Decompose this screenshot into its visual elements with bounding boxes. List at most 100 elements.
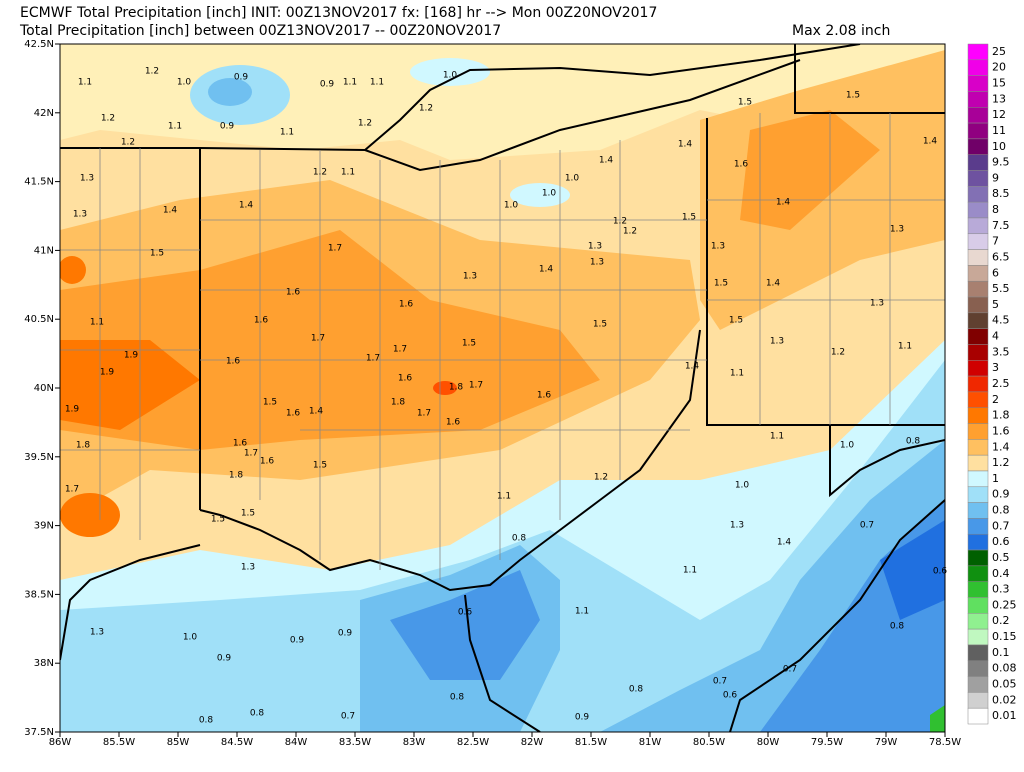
contour-label: 0.9 bbox=[217, 654, 232, 664]
lat-label: 41N bbox=[34, 245, 54, 256]
contour-label: 1.8 bbox=[449, 383, 464, 393]
lon-label: 81.5W bbox=[575, 737, 607, 748]
contour-label: 1.1 bbox=[898, 342, 912, 352]
colorbar-swatch bbox=[967, 43, 989, 61]
colorbar-swatch bbox=[967, 407, 989, 424]
lat-label: 40.5N bbox=[24, 314, 54, 325]
colorbar-swatch bbox=[967, 328, 989, 345]
contour-label: 1.7 bbox=[65, 485, 79, 495]
contour-label: 1.8 bbox=[391, 398, 406, 408]
colorbar-label: 25 bbox=[992, 45, 1006, 58]
lon-label: 86W bbox=[49, 737, 72, 748]
contour-label: 1.6 bbox=[398, 374, 413, 384]
contour-label: 0.7 bbox=[860, 521, 874, 531]
contour-label: 1.2 bbox=[613, 217, 627, 227]
colorbar-label: 8 bbox=[992, 203, 999, 216]
colorbar-label: 6.5 bbox=[992, 250, 1010, 263]
colorbar-swatch bbox=[967, 423, 989, 440]
colorbar-label: 0.1 bbox=[992, 646, 1010, 659]
lon-label: 85W bbox=[167, 737, 190, 748]
contour-label: 0.8 bbox=[629, 685, 644, 695]
contour-label: 1.9 bbox=[65, 405, 80, 415]
colorbar-label: 0.5 bbox=[992, 551, 1010, 564]
contour-label: 0.9 bbox=[220, 122, 235, 132]
colorbar-swatch bbox=[967, 75, 989, 92]
colorbar-label: 0.02 bbox=[992, 693, 1017, 706]
lat-label: 40N bbox=[34, 383, 54, 394]
lat-label: 42.5N bbox=[24, 39, 54, 50]
colorbar-label: 1.8 bbox=[992, 409, 1010, 422]
contour-label: 1.4 bbox=[309, 407, 324, 417]
lat-label: 42N bbox=[34, 108, 54, 119]
colorbar-swatch bbox=[967, 613, 989, 630]
contour-label: 1.5 bbox=[211, 515, 225, 525]
contour-label: 1.0 bbox=[183, 633, 198, 643]
contour-label: 1.7 bbox=[311, 334, 325, 344]
colorbar-swatch bbox=[967, 91, 989, 108]
colorbar-label: 0.2 bbox=[992, 614, 1010, 627]
contour-label: 1.4 bbox=[239, 201, 254, 211]
contour-label: 1.1 bbox=[683, 566, 697, 576]
contour-label: 1.9 bbox=[124, 351, 139, 361]
contour-label: 1.1 bbox=[575, 607, 589, 617]
colorbar-label: 9.5 bbox=[992, 156, 1010, 169]
contour-label: 1.6 bbox=[233, 439, 248, 449]
contour-label: 1.1 bbox=[90, 318, 104, 328]
contour-label: 1.0 bbox=[735, 481, 750, 491]
colorbar-swatch bbox=[967, 628, 989, 646]
colorbar-label: 9 bbox=[992, 171, 999, 184]
colorbar-swatch bbox=[967, 217, 989, 235]
colorbar-label: 2 bbox=[992, 393, 999, 406]
contour-label: 1.0 bbox=[443, 71, 458, 81]
colorbar-label: 8.5 bbox=[992, 187, 1010, 200]
contour-label: 1.2 bbox=[419, 104, 433, 114]
colorbar-swatch bbox=[967, 565, 989, 582]
lon-label: 79W bbox=[875, 737, 898, 748]
contour-label: 1.6 bbox=[254, 316, 269, 326]
contour-label: 1.6 bbox=[226, 357, 241, 367]
contour-label: 1.7 bbox=[366, 354, 380, 364]
map bbox=[60, 44, 945, 732]
lon-label: 84W bbox=[285, 737, 308, 748]
colorbar-swatch bbox=[967, 360, 989, 377]
lat-label: 38.5N bbox=[24, 589, 54, 600]
colorbar-label: 0.01 bbox=[992, 709, 1017, 722]
lon-label: 79.5W bbox=[811, 737, 843, 748]
contour-label: 1.2 bbox=[831, 348, 845, 358]
contour-label: 1.3 bbox=[241, 563, 255, 573]
contour-label: 0.7 bbox=[341, 712, 355, 722]
colorbar-swatch bbox=[967, 644, 989, 661]
colorbar-swatch bbox=[967, 676, 989, 693]
contour-label: 0.7 bbox=[713, 677, 727, 687]
contour-label: 1.1 bbox=[78, 78, 92, 88]
lon-label: 83.5W bbox=[339, 737, 371, 748]
contour-label: 1.6 bbox=[734, 160, 749, 170]
colorbar-label: 3 bbox=[992, 361, 999, 374]
lon-label: 82W bbox=[521, 737, 544, 748]
contour-label: 1.2 bbox=[121, 138, 135, 148]
colorbar-label: 0.3 bbox=[992, 583, 1010, 596]
colorbar-label: 7 bbox=[992, 235, 999, 248]
colorbar-swatch bbox=[967, 707, 989, 725]
colorbar-swatch bbox=[967, 549, 989, 567]
contour-label: 1.2 bbox=[594, 473, 608, 483]
colorbar-swatch bbox=[967, 154, 989, 171]
contour-label: 0.8 bbox=[890, 622, 905, 632]
contour-label: 1.5 bbox=[682, 213, 696, 223]
colorbar-label: 0.4 bbox=[992, 567, 1010, 580]
colorbar-label: 1.6 bbox=[992, 424, 1010, 437]
lat-label: 37.5N bbox=[24, 727, 54, 738]
lon-label: 84.5W bbox=[221, 737, 253, 748]
colorbar-label: 0.7 bbox=[992, 519, 1010, 532]
colorbar-label: 15 bbox=[992, 77, 1006, 90]
contour-label: 1.9 bbox=[100, 368, 115, 378]
lat-label: 38N bbox=[34, 658, 54, 669]
contour-label: 0.9 bbox=[290, 636, 305, 646]
contour-label: 1.2 bbox=[101, 114, 115, 124]
colorbar-swatch bbox=[967, 122, 989, 140]
contour-label: 1.6 bbox=[537, 391, 552, 401]
contour-label: 1.8 bbox=[229, 471, 244, 481]
colorbar-swatch bbox=[967, 692, 989, 709]
contour-label: 1.3 bbox=[711, 242, 725, 252]
